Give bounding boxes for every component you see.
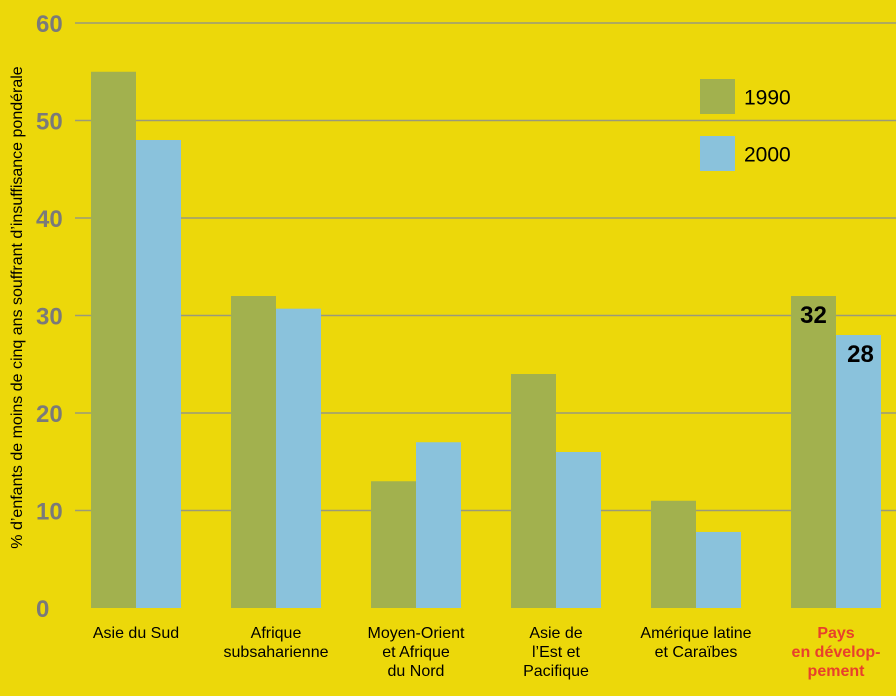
bar-1990-1 xyxy=(231,296,276,608)
category-label: Pays en dévelop-pement xyxy=(792,625,881,680)
category-label-line: Pacifique xyxy=(523,663,589,680)
y-tick-label: 10 xyxy=(36,499,63,526)
bar-1990-2 xyxy=(371,481,416,608)
bar-2000-1 xyxy=(276,308,321,608)
y-tick-label: 40 xyxy=(36,206,63,233)
legend-label: 2000 xyxy=(744,144,791,167)
category-label-line: Afrique xyxy=(251,625,302,642)
category-label: Amérique latine et Caraïbes xyxy=(640,625,751,661)
category-label-line: l’Est et xyxy=(532,644,581,661)
y-tick-label: 50 xyxy=(36,109,63,136)
bar-1990-0 xyxy=(91,71,136,608)
y-tick-label: 60 xyxy=(36,11,63,38)
category-label-line: subsaharienne xyxy=(224,644,329,661)
legend-swatch-2000 xyxy=(700,136,735,171)
legend-label: 1990 xyxy=(744,87,791,110)
category-label: Asie de l’Est et Pacifique xyxy=(523,625,589,680)
category-label-line: Pays xyxy=(817,625,854,642)
data-label: 28 xyxy=(847,341,874,368)
category-label-line: et Caraïbes xyxy=(655,644,738,661)
bar-2000-5 xyxy=(836,335,881,608)
category-label-line: pement xyxy=(808,663,866,680)
bar-1990-4 xyxy=(651,500,696,608)
category-label: Asie du Sud xyxy=(93,625,179,642)
bar-2000-0 xyxy=(136,140,181,608)
category-label-line: en dévelop- xyxy=(792,644,881,661)
y-tick-label: 20 xyxy=(36,401,63,428)
y-axis-label: % d’enfants de moins de cinq ans souffra… xyxy=(9,66,26,548)
category-label-line: du Nord xyxy=(388,663,445,680)
bar-1990-5 xyxy=(791,296,836,608)
y-tick-label: 30 xyxy=(36,304,63,331)
category-label: Afrique subsaharienne xyxy=(224,625,329,661)
category-label-line: Asie de xyxy=(529,625,582,642)
category-label: Moyen-Orient et Afrique du Nord xyxy=(368,625,465,680)
category-label-line: Amérique latine xyxy=(640,625,751,642)
bar-2000-2 xyxy=(416,442,461,608)
bar-1990-3 xyxy=(511,374,556,608)
bar-2000-3 xyxy=(556,452,601,608)
legend-swatch-1990 xyxy=(700,79,735,114)
category-label-line: Moyen-Orient xyxy=(368,625,465,642)
data-label: 32 xyxy=(800,302,827,329)
bar-2000-4 xyxy=(696,531,741,608)
category-label-line: Asie du Sud xyxy=(93,625,179,642)
category-label-line: et Afrique xyxy=(382,644,450,661)
y-tick-label: 0 xyxy=(36,596,49,623)
